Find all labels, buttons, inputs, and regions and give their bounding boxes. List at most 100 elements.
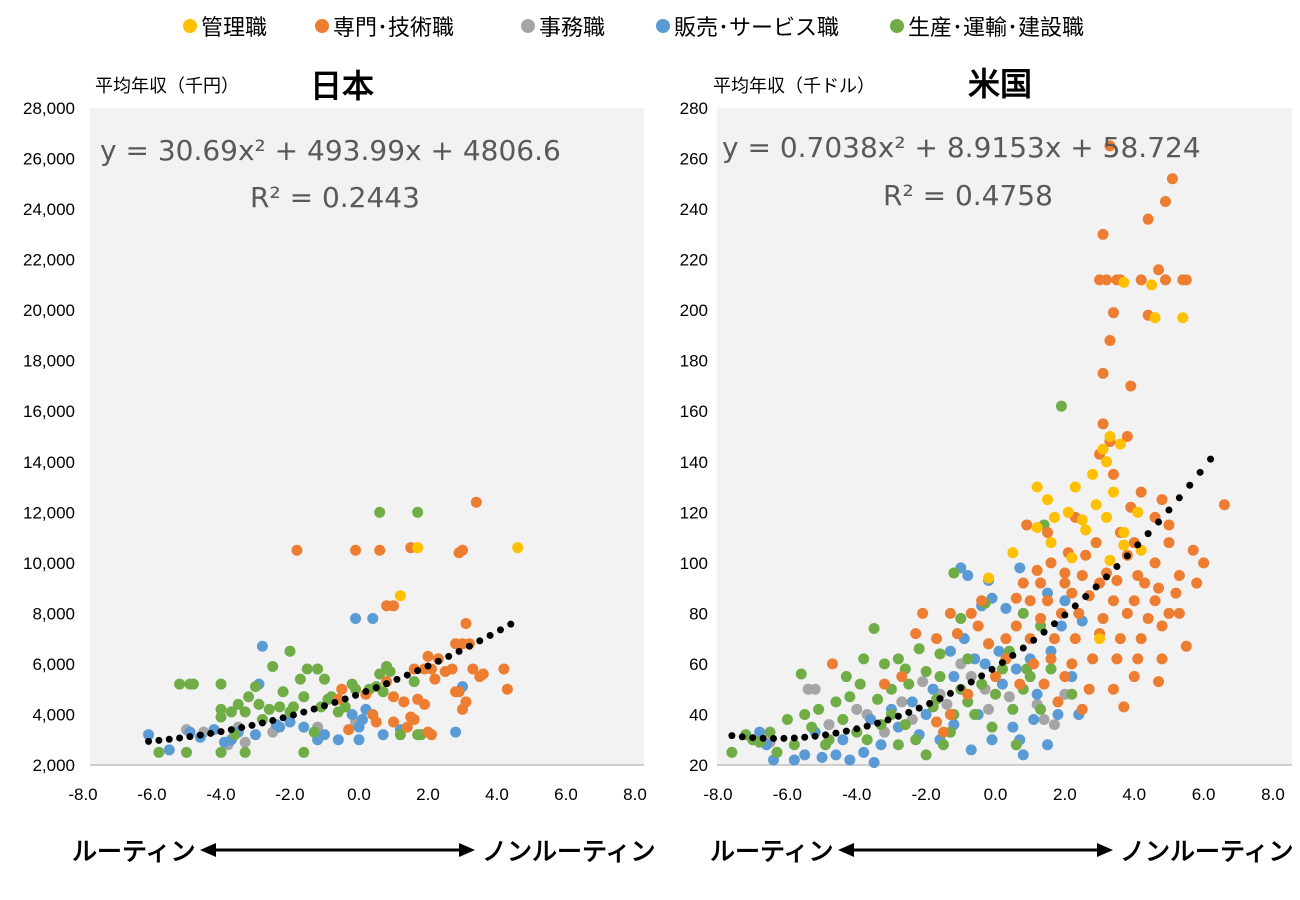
japan-trend-dot [476, 637, 484, 645]
us-trend-dot [863, 722, 871, 730]
us-y-tick-label: 220 [680, 251, 708, 270]
us-point-sales_service [1042, 587, 1054, 599]
us-trend-dot [1050, 620, 1058, 628]
japan-point-professional [408, 714, 420, 726]
us-chart: 平均年収（千ドル） 米国 204060801001201401601802002… [680, 65, 1292, 804]
us-trend-dot [1186, 481, 1194, 489]
japan-point-production [308, 726, 320, 738]
us-point-production [858, 653, 870, 665]
us-trend-dot [1155, 518, 1163, 526]
japan-x-tick-label: 0.0 [347, 785, 371, 804]
us-point-manager [1114, 438, 1126, 450]
japan-point-production [232, 698, 244, 710]
japan-point-professional [388, 600, 399, 612]
us-point-production [903, 678, 915, 690]
us-point-professional [1132, 653, 1144, 665]
japan-x-tick-label: 8.0 [623, 785, 647, 804]
us-point-professional [1035, 577, 1047, 589]
us-point-clerical [851, 703, 863, 715]
us-point-professional [1107, 683, 1119, 695]
us-point-professional [1073, 607, 1085, 619]
us-point-production [1017, 607, 1029, 619]
us-x-tick-label: 8.0 [1261, 785, 1285, 804]
us-point-manager [1101, 511, 1112, 523]
japan-point-professional [388, 716, 399, 728]
japan-point-production [181, 746, 192, 758]
us-point-manager [1045, 537, 1057, 549]
japan-point-professional [343, 724, 355, 736]
us-point-production [795, 668, 807, 680]
us-point-professional [1153, 676, 1165, 688]
us-point-production [934, 671, 946, 683]
us-equation: y = 0.7038x² + 8.9153x + 58.724 [722, 131, 1201, 164]
us-point-professional [937, 726, 949, 738]
japan-x-tick-label: -6.0 [137, 785, 166, 804]
us-point-manager [1132, 506, 1144, 518]
us-point-production [813, 703, 825, 715]
japan-trend-dot [145, 737, 153, 745]
japan-y-tick-label: 12,000 [23, 503, 75, 522]
us-point-professional [1000, 633, 1012, 645]
legend-label-manager: 管理職 [201, 16, 267, 41]
us-point-sales_service [944, 645, 956, 657]
us-trend-dot [894, 712, 902, 720]
us-point-sales_service [816, 751, 828, 763]
us-point-professional [1156, 494, 1168, 506]
us-trend-dot [988, 665, 996, 673]
us-point-professional [972, 620, 984, 632]
us-point-production [1007, 703, 1019, 715]
us-point-professional [1097, 367, 1109, 379]
us-point-professional [1173, 569, 1185, 581]
us-r2: R² = 0.4758 [883, 179, 1053, 212]
us-point-manager [983, 572, 995, 584]
japan-point-professional [291, 544, 303, 556]
us-trend-dot [780, 734, 788, 742]
us-point-production [837, 714, 849, 726]
us-point-professional [1021, 519, 1033, 531]
japan-point-sales_service [353, 734, 365, 746]
us-trend-dot [749, 734, 757, 742]
us-point-sales_service [1042, 739, 1054, 751]
us-point-manager [1118, 276, 1130, 288]
us-trend-dot [978, 672, 986, 680]
japan-point-production [319, 673, 330, 685]
us-point-clerical [809, 683, 821, 695]
japan-trend-dot [403, 671, 411, 679]
us-point-professional [1153, 582, 1165, 594]
japan-point-production [187, 678, 199, 690]
japan-point-professional [446, 663, 458, 675]
japan-point-production [263, 703, 275, 715]
us-y-tick-label: 240 [680, 200, 708, 219]
japan-y-tick-label: 16,000 [23, 402, 75, 421]
japan-routine-label: ルーティン [72, 837, 196, 866]
us-point-sales_service [830, 749, 842, 761]
japan-point-sales_service [350, 612, 362, 624]
us-point-professional [1066, 587, 1078, 599]
japan-trend-dot [486, 631, 494, 639]
japan-point-professional [498, 663, 510, 675]
us-point-professional [1163, 607, 1175, 619]
us-point-production [969, 708, 981, 720]
us-y-tick-label: 160 [680, 402, 708, 421]
us-point-professional [1010, 620, 1022, 632]
japan-point-professional [419, 698, 431, 710]
japan-point-professional [388, 691, 399, 703]
us-point-manager [1031, 521, 1043, 533]
japan-y-tick-label: 28,000 [23, 99, 75, 118]
us-point-manager [1107, 486, 1119, 498]
us-point-professional [1111, 653, 1123, 665]
japan-trend-dot [465, 642, 473, 650]
us-point-manager [1177, 312, 1189, 324]
us-point-professional [951, 628, 963, 640]
us-point-sales_service [1014, 562, 1026, 574]
us-trend-dot [874, 719, 882, 727]
us-trend-dot [998, 659, 1006, 667]
us-point-professional [1042, 595, 1054, 607]
japan-point-production [294, 673, 306, 685]
japan-y-tick-label: 14,000 [23, 453, 75, 472]
us-point-professional [1059, 577, 1071, 589]
japan-point-production [239, 706, 251, 718]
us-point-professional [931, 633, 943, 645]
us-point-professional [1097, 228, 1109, 240]
